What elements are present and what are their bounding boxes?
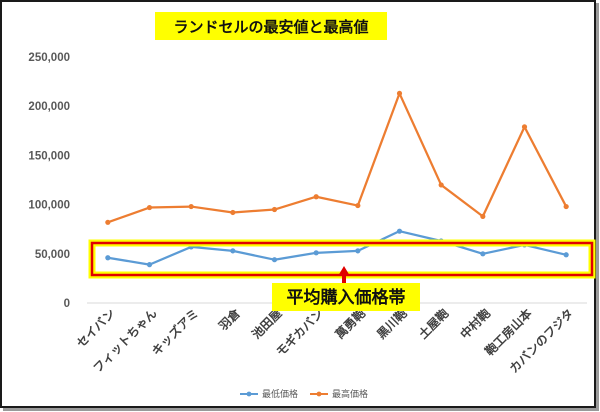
chart-title: ランドセルの最安値と最高値	[173, 18, 368, 36]
up-arrow-icon	[338, 266, 350, 283]
y-tick-label: 150,000	[28, 150, 70, 162]
data-point	[230, 209, 236, 216]
series-2	[105, 90, 569, 225]
x-tick-label: 中村鞄	[457, 306, 493, 342]
data-point	[271, 206, 278, 213]
data-point	[188, 203, 194, 210]
data-point	[563, 252, 569, 258]
legend-marker	[316, 391, 322, 397]
data-point	[396, 228, 403, 234]
x-tick-label: 土屋鞄	[415, 306, 451, 342]
data-point	[271, 257, 278, 263]
data-point	[438, 182, 444, 188]
data-point	[105, 255, 111, 261]
data-point	[563, 203, 569, 210]
data-point	[313, 194, 319, 200]
legend-label: 最高価格	[332, 388, 368, 400]
y-tick-label: 50,000	[35, 249, 70, 261]
series-line	[107, 92, 568, 224]
data-point	[480, 213, 486, 220]
data-point	[146, 262, 153, 268]
y-tick-label: 250,000	[28, 52, 70, 64]
annotation-label-bg	[272, 283, 420, 311]
title-bg	[155, 12, 387, 40]
data-point	[313, 250, 319, 256]
legend-item: 最高価格	[310, 388, 368, 400]
y-axis: 0 50,000 100,000 150,000 200,000 250,000	[28, 52, 70, 310]
y-tick-label: 200,000	[28, 101, 70, 113]
y-tick-label: 0	[64, 298, 70, 310]
data-point	[146, 204, 153, 211]
legend-item: 最低価格	[240, 388, 298, 400]
legend-marker	[246, 391, 252, 397]
data-point	[396, 90, 403, 97]
legend-label: 最低価格	[262, 388, 298, 400]
series-line	[107, 230, 567, 266]
annotation-label: 平均購入価格帯	[287, 287, 406, 308]
y-tick-label: 100,000	[28, 200, 70, 212]
series-1	[105, 228, 569, 268]
data-point	[105, 219, 111, 225]
legend: 最低価格 最高価格	[240, 388, 368, 400]
data-point	[355, 202, 361, 209]
data-point	[230, 248, 236, 254]
series-layer	[105, 90, 569, 268]
data-point	[355, 248, 361, 254]
data-point	[480, 251, 486, 257]
x-tick-label: 羽倉	[215, 305, 243, 333]
data-point	[521, 124, 528, 130]
